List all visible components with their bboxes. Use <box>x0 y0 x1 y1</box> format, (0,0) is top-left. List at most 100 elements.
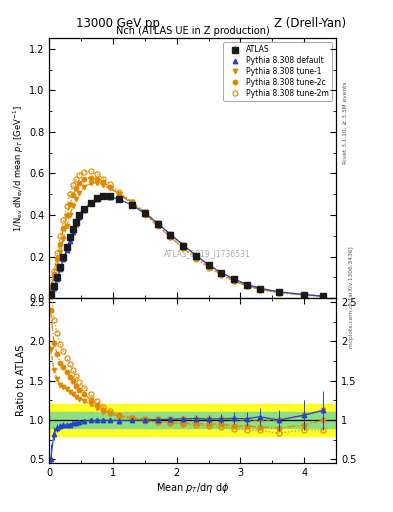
Pythia 8.308 default <box>244 281 249 287</box>
Pythia 8.308 default <box>168 231 173 237</box>
Pythia 8.308 default <box>117 196 121 202</box>
Pythia 8.308 tune-2c <box>276 289 281 295</box>
Pythia 8.308 tune-1 <box>107 185 112 191</box>
Pythia 8.308 tune-1 <box>88 180 93 186</box>
Pythia 8.308 tune-1 <box>302 291 307 297</box>
Pythia 8.308 tune-1 <box>68 212 72 219</box>
Line: Pythia 8.308 tune-2m: Pythia 8.308 tune-2m <box>48 169 326 299</box>
Pythia 8.308 tune-2c <box>130 201 134 207</box>
Pythia 8.308 tune-2m <box>82 169 86 175</box>
Pythia 8.308 default <box>58 266 62 272</box>
Pythia 8.308 tune-2c <box>117 191 121 197</box>
Pythia 8.308 tune-2m <box>181 245 185 251</box>
Pythia 8.308 tune-1 <box>71 203 75 209</box>
Line: Pythia 8.308 tune-2c: Pythia 8.308 tune-2c <box>48 176 325 298</box>
Pythia 8.308 tune-2c <box>101 179 106 185</box>
Pythia 8.308 default <box>51 285 56 291</box>
Legend: ATLAS, Pythia 8.308 default, Pythia 8.308 tune-1, Pythia 8.308 tune-2c, Pythia 8: ATLAS, Pythia 8.308 default, Pythia 8.30… <box>223 42 332 101</box>
Pythia 8.308 tune-2c <box>64 212 69 218</box>
Pythia 8.308 tune-2c <box>82 176 86 182</box>
Pythia 8.308 tune-2m <box>206 265 211 271</box>
Pythia 8.308 tune-2c <box>193 255 198 261</box>
Pythia 8.308 tune-1 <box>58 249 62 255</box>
Pythia 8.308 tune-1 <box>231 276 236 283</box>
Pythia 8.308 tune-1 <box>77 189 82 196</box>
Pythia 8.308 tune-2m <box>51 268 56 274</box>
Pythia 8.308 tune-2c <box>74 185 79 191</box>
Pythia 8.308 default <box>48 293 53 299</box>
Pythia 8.308 tune-1 <box>82 184 86 190</box>
Pythia 8.308 tune-2c <box>321 293 326 300</box>
Pythia 8.308 tune-2c <box>55 256 59 262</box>
Pythia 8.308 tune-1 <box>95 180 99 186</box>
Pythia 8.308 tune-2c <box>71 192 75 198</box>
Pythia 8.308 tune-2m <box>302 292 307 298</box>
Pythia 8.308 tune-2m <box>61 217 66 223</box>
Pythia 8.308 default <box>130 202 134 208</box>
Pythia 8.308 default <box>82 207 86 213</box>
Pythia 8.308 default <box>71 229 75 235</box>
Pythia 8.308 default <box>142 210 147 217</box>
Line: Pythia 8.308 tune-1: Pythia 8.308 tune-1 <box>48 181 325 298</box>
Pythia 8.308 tune-2m <box>244 283 249 289</box>
Pythia 8.308 tune-1 <box>61 236 66 242</box>
Pythia 8.308 tune-2c <box>142 211 147 218</box>
Text: Nch (ATLAS UE in Z production): Nch (ATLAS UE in Z production) <box>116 26 270 36</box>
X-axis label: Mean $p_T$/d$\eta$ d$\phi$: Mean $p_T$/d$\eta$ d$\phi$ <box>156 481 229 495</box>
Pythia 8.308 default <box>219 270 224 276</box>
Pythia 8.308 default <box>302 291 307 297</box>
Pythia 8.308 tune-2c <box>88 175 93 181</box>
Pythia 8.308 tune-2m <box>257 287 262 293</box>
Text: 13000 GeV pp: 13000 GeV pp <box>76 16 160 30</box>
Pythia 8.308 tune-2c <box>231 278 236 284</box>
Text: ATLAS_2019_I1736531: ATLAS_2019_I1736531 <box>163 249 250 259</box>
Pythia 8.308 tune-2m <box>77 172 82 178</box>
Pythia 8.308 tune-2m <box>101 176 106 182</box>
Pythia 8.308 tune-2m <box>142 210 147 217</box>
Pythia 8.308 tune-2c <box>244 283 249 289</box>
Pythia 8.308 tune-2c <box>181 245 185 251</box>
Pythia 8.308 default <box>107 194 112 200</box>
Pythia 8.308 tune-2m <box>48 284 53 290</box>
Pythia 8.308 tune-2c <box>95 176 99 182</box>
Pythia 8.308 tune-2c <box>257 286 262 292</box>
Pythia 8.308 default <box>276 289 281 295</box>
Pythia 8.308 tune-2m <box>193 255 198 262</box>
Pythia 8.308 tune-1 <box>276 289 281 295</box>
Y-axis label: 1/N$_\mathrm{ev}$ dN$_\mathrm{ev}$/d mean $p_T$ [GeV$^{-1}$]: 1/N$_\mathrm{ev}$ dN$_\mathrm{ev}$/d mea… <box>12 105 26 231</box>
Pythia 8.308 default <box>155 220 160 226</box>
Pythia 8.308 default <box>55 276 59 282</box>
Pythia 8.308 tune-2c <box>68 201 72 207</box>
Pythia 8.308 tune-2m <box>68 191 72 197</box>
Pythia 8.308 default <box>321 293 326 300</box>
Pythia 8.308 default <box>181 242 185 248</box>
Pythia 8.308 tune-2c <box>48 285 53 291</box>
Pythia 8.308 tune-2m <box>155 222 160 228</box>
Pythia 8.308 default <box>88 200 93 206</box>
Line: Pythia 8.308 default: Pythia 8.308 default <box>48 194 325 298</box>
Pythia 8.308 tune-2m <box>95 171 99 177</box>
Pythia 8.308 tune-1 <box>117 191 121 197</box>
Pythia 8.308 tune-1 <box>130 199 134 205</box>
Pythia 8.308 default <box>61 256 66 262</box>
Pythia 8.308 tune-2c <box>77 180 82 186</box>
Pythia 8.308 default <box>193 252 198 259</box>
Pythia 8.308 tune-2m <box>74 176 79 182</box>
Pythia 8.308 tune-1 <box>55 263 59 269</box>
Pythia 8.308 tune-2m <box>231 279 236 285</box>
Pythia 8.308 tune-2c <box>155 223 160 229</box>
Text: Z (Drell-Yan): Z (Drell-Yan) <box>274 16 347 30</box>
Pythia 8.308 tune-2c <box>61 225 66 231</box>
Pythia 8.308 tune-2c <box>51 271 56 278</box>
Pythia 8.308 tune-1 <box>219 270 224 276</box>
Pythia 8.308 tune-1 <box>155 220 160 226</box>
Text: Rivet 3.1.10, ≥ 3.3M events: Rivet 3.1.10, ≥ 3.3M events <box>343 81 347 164</box>
Pythia 8.308 tune-1 <box>74 196 79 202</box>
Pythia 8.308 default <box>206 262 211 268</box>
Pythia 8.308 tune-2m <box>71 182 75 188</box>
Y-axis label: Ratio to ATLAS: Ratio to ATLAS <box>16 345 26 416</box>
Pythia 8.308 tune-2m <box>117 189 121 195</box>
Pythia 8.308 tune-1 <box>321 293 326 300</box>
Pythia 8.308 default <box>95 196 99 202</box>
Pythia 8.308 tune-1 <box>64 223 69 229</box>
